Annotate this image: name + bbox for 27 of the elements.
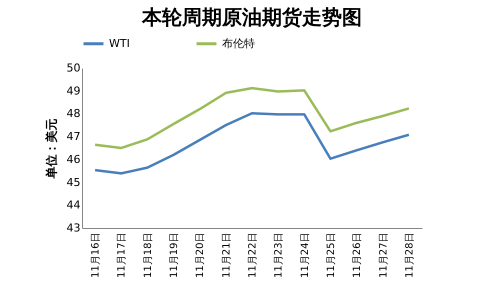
line-series <box>94 86 410 150</box>
y-tick-label: 48 <box>66 107 80 120</box>
x-tick-label: 11月20日 <box>195 232 206 278</box>
x-tick-label: 11月26日 <box>352 232 364 278</box>
x-tick-label: 11月19日 <box>169 232 180 278</box>
y-tick-label: 50 <box>66 62 80 74</box>
y-tick-label: 45 <box>66 176 80 189</box>
x-tick-label: 11月17日 <box>116 232 128 278</box>
y-tick-label: 44 <box>66 198 80 212</box>
chart-title: 本轮周期原油期货走势图 <box>141 5 362 29</box>
x-tick-label: 11月24日 <box>300 232 311 278</box>
y-tick-label: 43 <box>66 222 80 234</box>
y-axis-title: 单位：美元 <box>44 118 59 180</box>
x-tick-label: 11月16日 <box>90 232 102 278</box>
x-tick-label: 11月21日 <box>221 232 232 278</box>
x-tick-label: 11月22日 <box>248 232 258 278</box>
line-series <box>94 112 410 175</box>
legend-label: 布伦特 <box>222 36 255 50</box>
legend-label: WTI <box>109 36 130 50</box>
x-tick-label: 11月28日 <box>404 232 416 278</box>
x-tick-label: 11月27日 <box>378 232 390 278</box>
y-tick-label: 47 <box>66 130 80 144</box>
y-tick-label: 46 <box>66 152 80 166</box>
x-tick-label: 11月25日 <box>326 232 337 278</box>
x-tick-label: 11月18日 <box>142 232 154 278</box>
y-tick-label: 49 <box>66 84 80 98</box>
x-tick-label: 11月23日 <box>274 232 285 278</box>
